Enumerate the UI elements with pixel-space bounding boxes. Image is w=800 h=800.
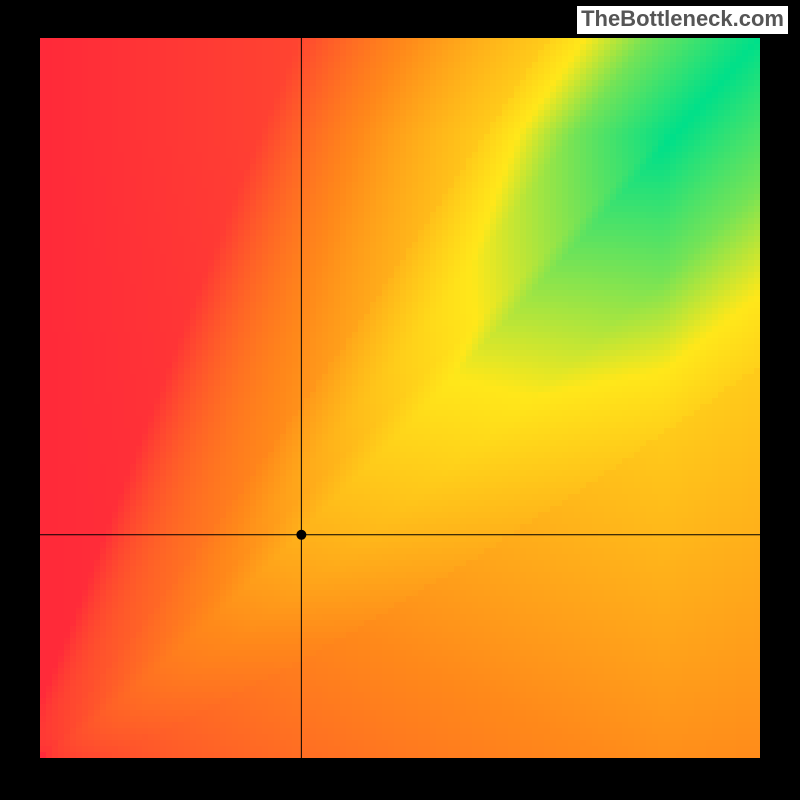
stage: TheBottleneck.com: [0, 0, 800, 800]
crosshair: [40, 38, 760, 758]
crosshair-marker: [296, 530, 306, 540]
watermark-text: TheBottleneck.com: [577, 6, 788, 34]
plot-area: [40, 38, 760, 758]
crosshair-overlay: [40, 38, 760, 758]
